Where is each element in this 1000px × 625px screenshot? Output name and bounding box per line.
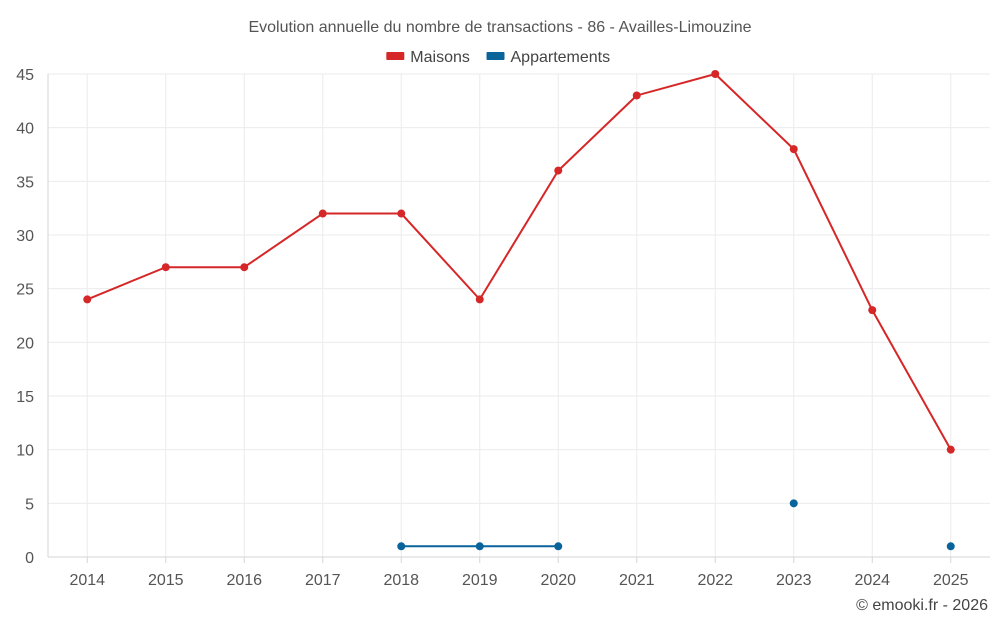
x-tick-label: 2023 xyxy=(776,572,812,589)
y-tick-label: 35 xyxy=(16,174,34,191)
data-point-maisons[interactable] xyxy=(475,295,484,304)
legend-swatch xyxy=(386,52,405,60)
chart-title: Evolution annuelle du nombre de transact… xyxy=(248,19,751,36)
data-point-maisons[interactable] xyxy=(632,91,641,100)
x-tick-label: 2019 xyxy=(462,572,498,589)
x-tick-label: 2022 xyxy=(697,572,733,589)
data-point-maisons[interactable] xyxy=(946,445,955,454)
x-tick-label: 2020 xyxy=(540,572,576,589)
y-tick-label: 40 xyxy=(16,121,34,138)
x-tick-label: 2018 xyxy=(383,572,419,589)
y-tick-label: 30 xyxy=(16,228,34,245)
x-tick-label: 2024 xyxy=(854,572,890,589)
y-tick-label: 15 xyxy=(16,389,34,406)
y-tick-label: 10 xyxy=(16,443,34,460)
series-maisons xyxy=(83,70,955,454)
data-point-maisons[interactable] xyxy=(161,263,170,272)
y-tick-label: 5 xyxy=(25,496,34,513)
x-tick-label: 2025 xyxy=(933,572,969,589)
x-tick-label: 2017 xyxy=(305,572,341,589)
data-point-maisons[interactable] xyxy=(318,209,327,218)
y-tick-label: 45 xyxy=(16,67,34,84)
y-tick-label: 0 xyxy=(25,550,34,567)
y-axis: 0 5 10 15 20 25 30 35 40 45 xyxy=(16,67,49,567)
series-layer xyxy=(83,70,955,551)
data-point-appartements[interactable] xyxy=(397,542,406,551)
data-point-maisons[interactable] xyxy=(868,306,877,315)
y-tick-label: 25 xyxy=(16,282,34,299)
x-tick-label: 2015 xyxy=(148,572,184,589)
data-point-maisons[interactable] xyxy=(83,295,92,304)
data-point-maisons[interactable] xyxy=(554,166,563,175)
x-tick-label: 2014 xyxy=(69,572,105,589)
data-point-appartements[interactable] xyxy=(946,542,955,551)
data-point-maisons[interactable] xyxy=(397,209,406,218)
legend-label: Maisons xyxy=(410,49,470,66)
data-point-appartements[interactable] xyxy=(789,499,798,508)
copyright-text: © emooki.fr - 2026 xyxy=(856,597,988,614)
legend-item-maisons[interactable]: Maisons xyxy=(386,49,470,66)
y-tick-label: 20 xyxy=(16,335,34,352)
grid xyxy=(48,73,990,557)
series-line-maisons xyxy=(86,72,952,451)
legend: Maisons Appartements xyxy=(386,49,610,66)
legend-label: Appartements xyxy=(511,49,611,66)
legend-item-appartements[interactable]: Appartements xyxy=(486,49,611,66)
legend-swatch xyxy=(486,52,505,60)
data-point-maisons[interactable] xyxy=(711,70,720,78)
data-point-maisons[interactable] xyxy=(240,263,249,272)
data-point-appartements[interactable] xyxy=(554,542,563,551)
series-appartements xyxy=(397,499,955,551)
x-axis: 2014 2015 2016 2017 2018 2019 2020 2021 2022 2023… xyxy=(48,556,990,589)
x-tick-label: 2021 xyxy=(619,572,655,589)
x-tick-label: 2016 xyxy=(226,572,262,589)
data-point-maisons[interactable] xyxy=(789,145,798,154)
data-point-appartements[interactable] xyxy=(475,542,484,551)
